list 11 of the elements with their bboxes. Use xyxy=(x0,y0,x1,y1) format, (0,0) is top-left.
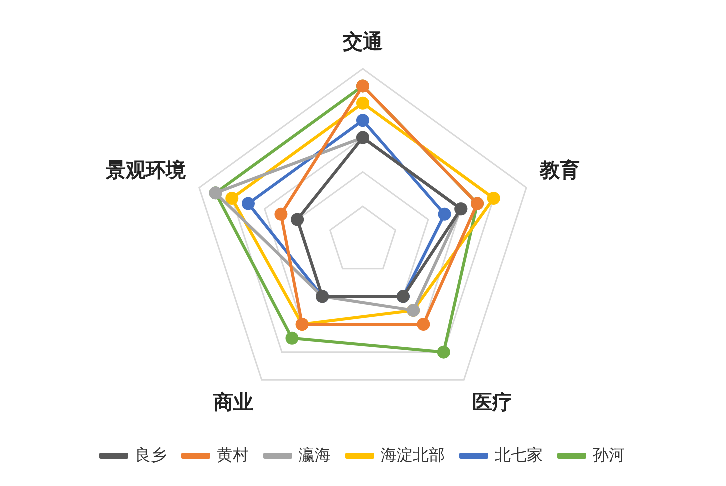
spoke-label: 教育 xyxy=(538,159,580,182)
spoke-label: 交通 xyxy=(342,30,383,54)
legend-label: 良乡 xyxy=(135,446,167,464)
legend-label: 孙河 xyxy=(593,447,625,464)
legend-label: 北七家 xyxy=(495,446,543,464)
spoke-label: 商业 xyxy=(212,390,254,414)
legend-label: 瀛海 xyxy=(299,446,331,464)
legend-label: 海淀北部 xyxy=(381,446,445,464)
spoke-label: 景观环境 xyxy=(105,159,186,182)
spoke-label: 医疗 xyxy=(472,390,512,414)
legend-label: 黄村 xyxy=(217,446,249,464)
